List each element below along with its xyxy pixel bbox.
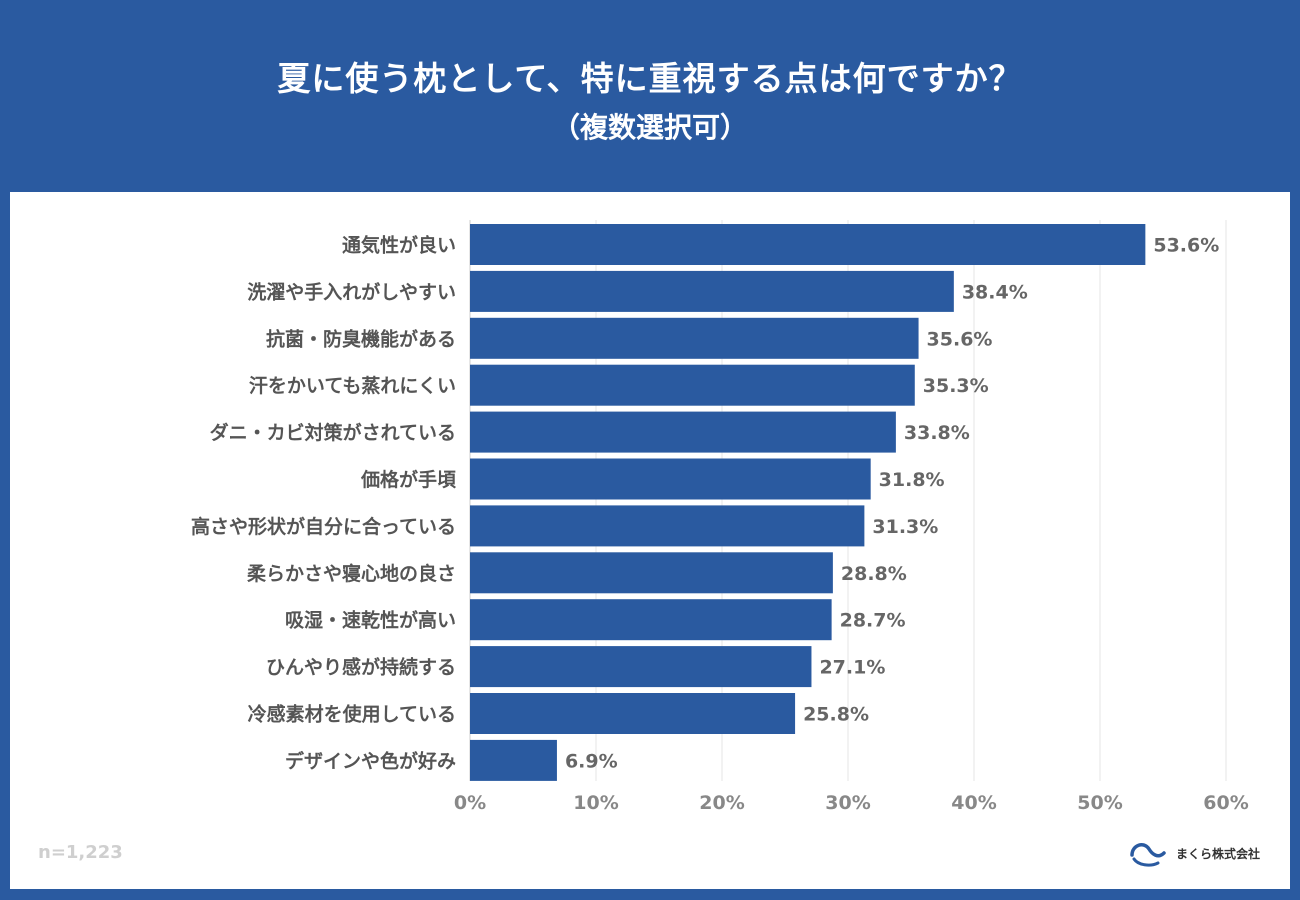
wave-logo-icon bbox=[1130, 843, 1166, 867]
category-label: 高さや形状が自分に合っている bbox=[191, 515, 456, 538]
bar bbox=[470, 364, 915, 406]
bar bbox=[470, 599, 832, 641]
bar bbox=[470, 411, 896, 453]
category-label: デザインや色が好み bbox=[285, 749, 456, 772]
x-tick-label: 30% bbox=[825, 792, 870, 814]
x-tick-label: 10% bbox=[573, 792, 618, 814]
category-label: ダニ・カビ対策がされている bbox=[210, 421, 456, 444]
bar bbox=[470, 224, 1146, 265]
category-label: 汗をかいても蒸れにくい bbox=[249, 374, 456, 397]
value-label: 27.1% bbox=[819, 657, 885, 679]
bar bbox=[470, 739, 557, 781]
sample-size-note: n=1,223 bbox=[38, 842, 123, 863]
bar bbox=[470, 646, 812, 688]
x-tick-label: 60% bbox=[1203, 792, 1248, 814]
category-label: 通気性が良い bbox=[342, 234, 456, 257]
category-label: 冷感素材を使用している bbox=[248, 703, 456, 726]
bar bbox=[470, 458, 871, 500]
chart-title: 夏に使う枕として、特に重視する点は何ですか？ bbox=[277, 59, 1023, 98]
value-label: 31.8% bbox=[879, 469, 945, 491]
company-logo: まくら株式会社 bbox=[1128, 837, 1260, 869]
value-label: 53.6% bbox=[1153, 235, 1219, 257]
value-label: 25.8% bbox=[803, 704, 869, 726]
bar bbox=[470, 693, 796, 734]
value-label: 28.8% bbox=[841, 563, 907, 585]
value-label: 35.3% bbox=[923, 375, 989, 397]
value-label: 31.3% bbox=[872, 516, 938, 538]
bar-chart: 0% 10% 20% 30% 40% 50% 60% 通気性が良い 53.6% 洗濯や手入れがしや… bbox=[191, 220, 1249, 814]
category-label: 柔らかさや寝心地の良さ bbox=[247, 562, 456, 585]
x-tick-label: 50% bbox=[1077, 792, 1122, 814]
category-label: 抗菌・防臭機能がある bbox=[266, 327, 456, 350]
value-label: 38.4% bbox=[962, 281, 1028, 303]
category-label: 価格が手頃 bbox=[360, 468, 457, 491]
bar bbox=[470, 317, 919, 359]
x-tick-label: 0% bbox=[454, 792, 486, 814]
category-label: 洗濯や手入れがしやすい bbox=[247, 280, 456, 303]
value-label: 33.8% bbox=[904, 422, 970, 444]
logo-text: まくら株式会社 bbox=[1176, 846, 1261, 861]
value-label: 28.7% bbox=[840, 610, 906, 632]
value-label: 35.6% bbox=[927, 328, 993, 350]
value-label: 6.9% bbox=[565, 750, 618, 772]
x-tick-label: 20% bbox=[699, 792, 744, 814]
chart-panel: 0% 10% 20% 30% 40% 50% 60% 通気性が良い 53.6% 洗濯や手入れがしや… bbox=[10, 192, 1290, 889]
bar bbox=[470, 552, 833, 594]
bar bbox=[470, 270, 954, 312]
bar bbox=[470, 505, 865, 547]
chart-subtitle: （複数選択可） bbox=[551, 111, 748, 144]
x-tick-label: 40% bbox=[951, 792, 996, 814]
category-label: 吸湿・速乾性が高い bbox=[285, 609, 456, 632]
chart-header: 夏に使う枕として、特に重視する点は何ですか？ （複数選択可） bbox=[0, 0, 1300, 192]
category-label: ひんやり感が持続する bbox=[266, 656, 456, 679]
